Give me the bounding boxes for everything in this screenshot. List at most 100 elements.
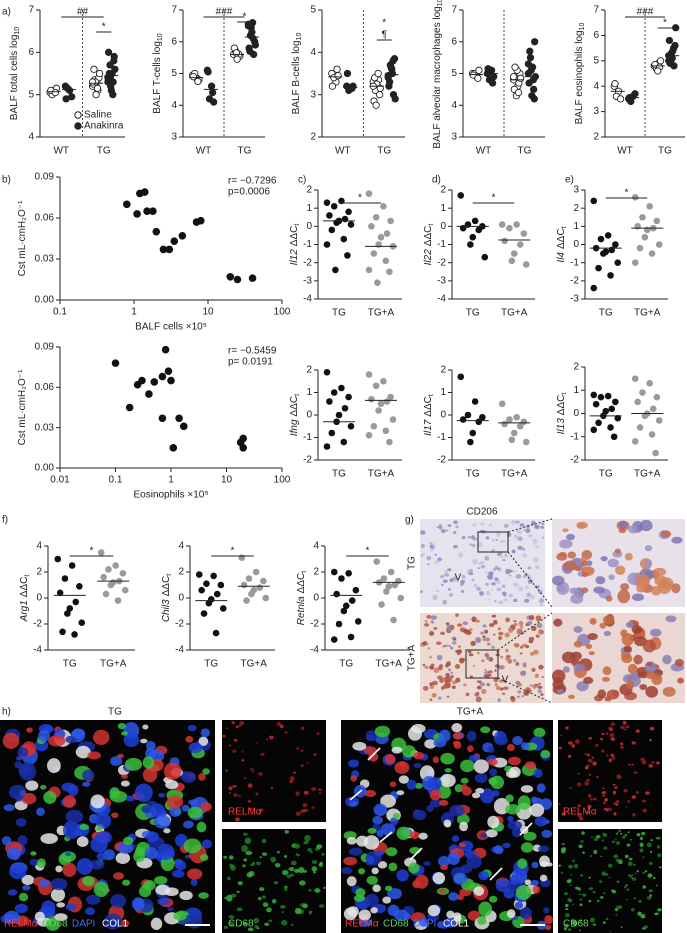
cell <box>502 539 506 543</box>
cell <box>472 543 476 548</box>
data-point <box>513 221 520 228</box>
cell <box>348 847 363 856</box>
data-point <box>646 203 653 210</box>
cell <box>183 820 194 829</box>
data-point <box>646 379 653 387</box>
cell <box>120 780 130 787</box>
data-point <box>631 259 639 266</box>
cell <box>505 648 509 653</box>
cell <box>429 685 435 689</box>
cell <box>539 603 544 607</box>
cell <box>250 768 254 771</box>
cell <box>166 795 184 809</box>
data-point <box>631 375 639 382</box>
vessel-label: V <box>502 675 509 686</box>
data-point <box>655 417 663 424</box>
cell <box>498 631 504 636</box>
cell <box>490 582 496 586</box>
x-tick-label: WT <box>617 146 633 157</box>
data-point <box>375 91 384 99</box>
cell <box>352 741 367 751</box>
cell <box>317 788 323 792</box>
cell <box>485 590 491 596</box>
cell <box>229 863 234 869</box>
cell <box>578 844 583 849</box>
cell <box>228 786 233 791</box>
cell <box>644 559 652 569</box>
data-point <box>391 95 399 103</box>
cell <box>187 806 203 819</box>
cell <box>531 520 536 526</box>
cell <box>308 910 313 915</box>
data-point <box>119 570 127 577</box>
cell <box>534 564 540 570</box>
data-point <box>165 245 174 254</box>
cell <box>423 861 431 866</box>
data-point <box>514 88 523 97</box>
data-point <box>345 570 352 577</box>
channel-label: RELMα <box>228 807 262 818</box>
y-tick-label: 1 <box>573 221 579 232</box>
cell <box>524 879 532 886</box>
cell <box>284 830 290 834</box>
cell <box>495 538 499 542</box>
cell <box>363 835 380 850</box>
data-point <box>382 427 390 435</box>
y-axis-label: BALF B-cells log10 <box>291 33 303 115</box>
cell <box>517 858 528 869</box>
cell <box>448 644 452 648</box>
data-point <box>66 605 74 612</box>
legend-marker <box>74 111 82 119</box>
cell <box>531 667 536 673</box>
cell <box>656 845 661 849</box>
data-point <box>338 384 345 392</box>
data-point <box>145 390 153 398</box>
cell <box>539 874 548 882</box>
data-point <box>380 575 388 582</box>
y-tick-label: -2 <box>570 275 579 286</box>
cell <box>570 884 572 886</box>
cell <box>448 892 459 901</box>
data-point <box>373 558 381 565</box>
cell <box>496 736 508 746</box>
cell <box>478 680 482 683</box>
cell <box>504 554 509 558</box>
y-tick-label: 0 <box>36 593 42 604</box>
cell <box>601 871 606 876</box>
cell <box>616 905 621 910</box>
cell <box>609 732 615 738</box>
cell <box>631 625 643 634</box>
cell <box>626 888 630 891</box>
cell <box>593 586 606 594</box>
panel-label: a) <box>2 7 11 18</box>
cell <box>485 536 490 540</box>
cell <box>642 871 645 874</box>
micrograph <box>558 829 662 933</box>
cell <box>446 910 455 919</box>
data-point <box>607 424 614 431</box>
significance-label: * <box>358 193 362 204</box>
cell <box>266 907 272 913</box>
cell <box>308 889 312 892</box>
channel-label: DAPI <box>413 919 436 930</box>
cell <box>563 560 577 571</box>
cell <box>607 807 613 811</box>
cell <box>671 536 683 544</box>
cell <box>164 887 179 896</box>
cell <box>562 528 569 533</box>
cell <box>280 904 286 909</box>
data-point <box>365 371 373 378</box>
y-tick-label: 5 <box>171 68 177 79</box>
cell <box>392 812 400 820</box>
cell <box>446 624 450 627</box>
y-tick-label: -4 <box>175 645 184 656</box>
data-point <box>56 589 64 597</box>
cell <box>650 839 654 841</box>
y-axis-label-text: BALF T-cells log <box>152 41 163 114</box>
cell <box>429 698 433 702</box>
data-point <box>639 213 646 221</box>
cell <box>358 868 366 875</box>
data-point <box>387 393 394 401</box>
cell <box>76 836 89 847</box>
arrow <box>367 747 381 761</box>
